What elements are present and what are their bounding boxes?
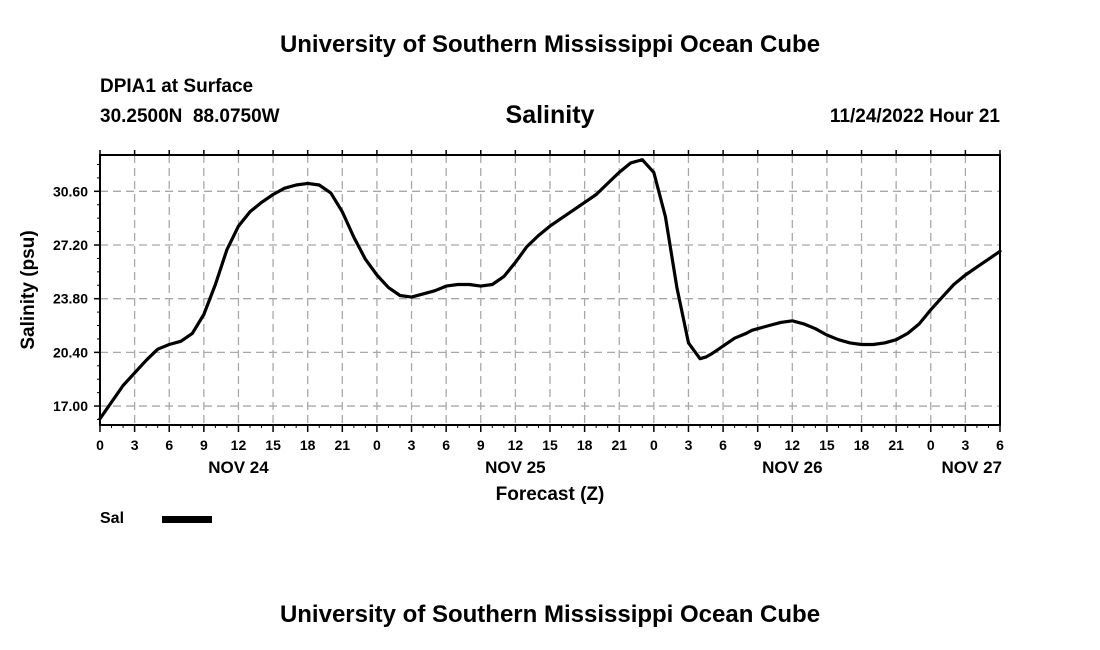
chart-title: Salinity <box>505 101 595 129</box>
footer-title: University of Southern Mississippi Ocean… <box>279 601 821 628</box>
x-tick-label: 6 <box>719 437 727 453</box>
y-axis-label: Salinity (psu) <box>18 230 39 349</box>
y-tick-label: 23.80 <box>53 291 88 307</box>
date-label: NOV 25 <box>485 458 545 477</box>
x-tick-label: 18 <box>854 437 870 453</box>
x-tick-label: 9 <box>200 437 208 453</box>
x-tick-label: 12 <box>785 437 801 453</box>
x-tick-label: 15 <box>819 437 835 453</box>
axis-layer: 0 3 6 9 12 15 18 21 0 3 6 9 12 15 18 21 0 3 6 9 12 15 18 21 0 3 6 N… <box>53 150 1004 477</box>
grid-layer <box>100 155 1000 425</box>
x-tick-label: 0 <box>650 437 658 453</box>
date-label: NOV 24 <box>208 458 269 477</box>
x-tick-label: 21 <box>611 437 627 453</box>
y-tick-label: 27.20 <box>53 237 88 253</box>
x-tick-label: 21 <box>888 437 904 453</box>
date-label: NOV 27 <box>942 458 1002 477</box>
x-axis-label: Forecast (Z) <box>496 484 605 505</box>
y-tick-label: 17.00 <box>53 398 88 414</box>
station-coords: 30.2500N 88.0750W <box>100 106 280 127</box>
site-title: University of Southern Mississippi Ocean… <box>279 31 821 58</box>
series-line-sal <box>98 158 1002 421</box>
legend-label: Sal <box>100 510 125 527</box>
x-tick-label: 3 <box>131 437 139 453</box>
series-layer <box>98 158 1002 421</box>
y-tick-label: 20.40 <box>53 344 88 360</box>
x-tick-label: 0 <box>927 437 935 453</box>
x-tick-label: 15 <box>265 437 281 453</box>
x-tick-label: 12 <box>508 437 524 453</box>
x-tick-label: 3 <box>961 437 969 453</box>
x-tick-label: 21 <box>335 437 351 453</box>
x-tick-label: 3 <box>685 437 693 453</box>
legend-swatch <box>162 516 212 523</box>
x-tick-label: 9 <box>477 437 485 453</box>
x-tick-label: 9 <box>754 437 762 453</box>
x-tick-label: 6 <box>165 437 173 453</box>
x-tick-label: 18 <box>577 437 593 453</box>
x-tick-label: 15 <box>542 437 558 453</box>
x-tick-label: 0 <box>96 437 104 453</box>
x-tick-label: 0 <box>373 437 381 453</box>
x-tick-label: 18 <box>300 437 316 453</box>
x-tick-label: 6 <box>442 437 450 453</box>
x-tick-label: 3 <box>408 437 416 453</box>
x-tick-label: 6 <box>996 437 1004 453</box>
forecast-datetime: 11/24/2022 Hour 21 <box>829 106 1000 127</box>
date-label: NOV 26 <box>762 458 822 477</box>
x-tick-label: 12 <box>231 437 247 453</box>
plot-frame <box>99 154 1001 426</box>
station-label: DPIA1 at Surface <box>100 76 254 97</box>
y-tick-label: 30.60 <box>53 183 88 199</box>
